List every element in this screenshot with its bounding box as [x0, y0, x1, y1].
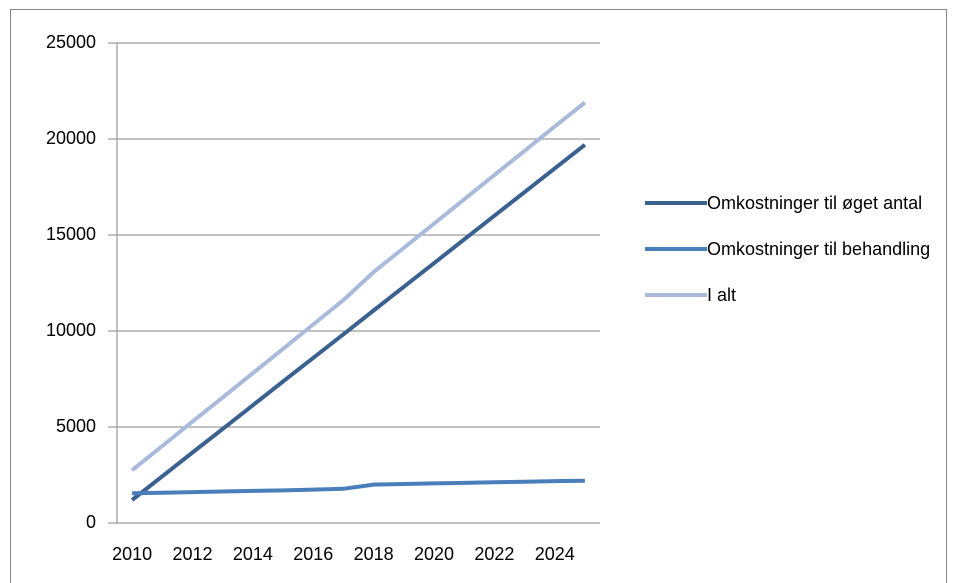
y-tick-label: 5000	[56, 416, 96, 436]
legend-entry: Omkostninger til behandling	[645, 231, 952, 267]
x-tick-label: 2016	[293, 544, 333, 564]
x-tick-label: 2012	[172, 544, 212, 564]
series-line	[130, 100, 587, 472]
x-tick-label: 2020	[414, 544, 454, 564]
y-tick-label: 20000	[46, 128, 96, 148]
legend-label: Omkostninger til behandling	[707, 239, 931, 259]
x-tick-label: 2024	[535, 544, 575, 564]
legend-entry: I alt	[645, 277, 952, 313]
series-line	[132, 478, 585, 496]
legend-swatch	[645, 247, 707, 251]
x-tick-label: 2010	[112, 544, 152, 564]
legend-label: Omkostninger til øget antal	[707, 193, 923, 213]
series-line	[130, 143, 587, 502]
chart-border	[10, 9, 947, 583]
y-tick-label: 10000	[46, 320, 96, 340]
y-tick-label: 15000	[46, 224, 96, 244]
y-tick-label: 25000	[46, 32, 96, 52]
x-tick-label: 2014	[233, 544, 273, 564]
legend-label: I alt	[707, 285, 737, 305]
x-tick-label: 2018	[354, 544, 394, 564]
legend-swatch	[645, 201, 707, 205]
legend-swatch	[645, 293, 707, 297]
legend: Omkostninger til øget antal Omkostninger …	[645, 185, 952, 313]
legend-entry: Omkostninger til øget antal	[645, 185, 952, 221]
x-tick-label: 2022	[474, 544, 514, 564]
y-tick-label: 0	[86, 512, 96, 532]
